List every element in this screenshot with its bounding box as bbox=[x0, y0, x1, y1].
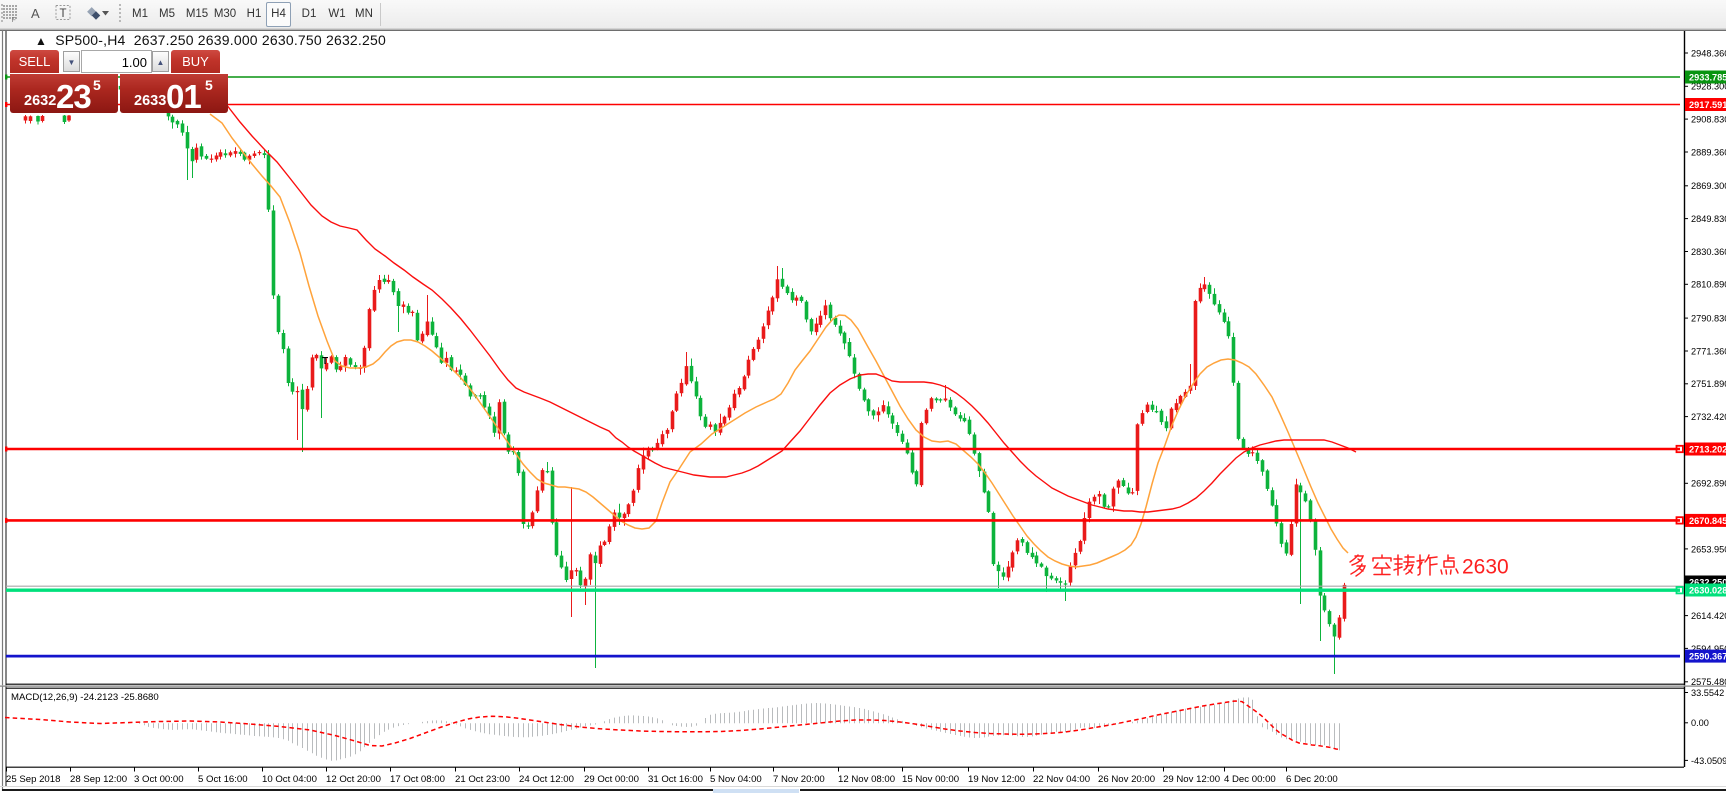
svg-text:12 Nov 08:00: 12 Nov 08:00 bbox=[838, 774, 895, 785]
svg-text:21 Oct 23:00: 21 Oct 23:00 bbox=[455, 774, 510, 785]
svg-text:0.00: 0.00 bbox=[1691, 718, 1709, 728]
svg-text:F: F bbox=[12, 17, 16, 24]
svg-text:2948.360: 2948.360 bbox=[1691, 48, 1726, 58]
svg-text:2575.480: 2575.480 bbox=[1691, 677, 1726, 687]
svg-text:2928.300: 2928.300 bbox=[1691, 82, 1726, 92]
svg-text:12 Oct 20:00: 12 Oct 20:00 bbox=[326, 774, 381, 785]
svg-text:2917.591: 2917.591 bbox=[1689, 100, 1726, 110]
svg-text:2810.890: 2810.890 bbox=[1691, 280, 1726, 290]
svg-text:2630: 2630 bbox=[1462, 556, 1509, 579]
svg-text:15 Nov 00:00: 15 Nov 00:00 bbox=[902, 774, 959, 785]
svg-text:7 Nov 20:00: 7 Nov 20:00 bbox=[773, 774, 825, 785]
svg-text:28 Sep 12:00: 28 Sep 12:00 bbox=[70, 774, 127, 785]
svg-text:2594.950: 2594.950 bbox=[1691, 644, 1726, 654]
svg-text:2869.300: 2869.300 bbox=[1691, 181, 1726, 191]
svg-text:31 Oct 16:00: 31 Oct 16:00 bbox=[648, 774, 703, 785]
svg-text:22 Nov 04:00: 22 Nov 04:00 bbox=[1033, 774, 1090, 785]
svg-text:2653.950: 2653.950 bbox=[1691, 544, 1726, 554]
svg-text:2692.890: 2692.890 bbox=[1691, 479, 1726, 489]
svg-text:25 Sep 2018: 25 Sep 2018 bbox=[6, 774, 60, 785]
svg-text:3 Oct 00:00: 3 Oct 00:00 bbox=[134, 774, 184, 785]
svg-text:2590.367: 2590.367 bbox=[1689, 652, 1726, 662]
svg-text:2751.890: 2751.890 bbox=[1691, 379, 1726, 389]
svg-text:5 Oct 16:00: 5 Oct 16:00 bbox=[198, 774, 248, 785]
svg-text:19 Nov 12:00: 19 Nov 12:00 bbox=[968, 774, 1025, 785]
svg-text:29 Nov 12:00: 29 Nov 12:00 bbox=[1163, 774, 1220, 785]
svg-text:2889.360: 2889.360 bbox=[1691, 147, 1726, 157]
svg-text:2849.830: 2849.830 bbox=[1691, 214, 1726, 224]
svg-text:2670.845: 2670.845 bbox=[1689, 516, 1726, 526]
svg-text:-43.0509: -43.0509 bbox=[1691, 756, 1726, 766]
svg-text:2632.250: 2632.250 bbox=[1689, 578, 1726, 588]
svg-text:T: T bbox=[60, 8, 67, 20]
svg-text:2933.785: 2933.785 bbox=[1689, 73, 1726, 83]
svg-text:2830.360: 2830.360 bbox=[1691, 247, 1726, 257]
svg-text:24 Oct 12:00: 24 Oct 12:00 bbox=[519, 774, 574, 785]
svg-text:29 Oct 00:00: 29 Oct 00:00 bbox=[584, 774, 639, 785]
svg-text:2732.420: 2732.420 bbox=[1691, 412, 1726, 422]
svg-text:4 Dec 00:00: 4 Dec 00:00 bbox=[1224, 774, 1276, 785]
svg-text:2790.830: 2790.830 bbox=[1691, 314, 1726, 324]
svg-text:A: A bbox=[31, 6, 40, 21]
svg-text:17 Oct 08:00: 17 Oct 08:00 bbox=[390, 774, 445, 785]
svg-text:6 Dec 20:00: 6 Dec 20:00 bbox=[1286, 774, 1338, 785]
svg-text:2908.830: 2908.830 bbox=[1691, 115, 1726, 125]
svg-text:2713.202: 2713.202 bbox=[1689, 445, 1726, 455]
svg-text:T: T bbox=[322, 356, 328, 367]
svg-text:10 Oct 04:00: 10 Oct 04:00 bbox=[262, 774, 317, 785]
svg-text:33.5542: 33.5542 bbox=[1691, 688, 1724, 698]
svg-text:MACD(12,26,9) -24.2123 -25.868: MACD(12,26,9) -24.2123 -25.8680 bbox=[11, 692, 159, 703]
svg-text:2771.360: 2771.360 bbox=[1691, 346, 1726, 356]
svg-text:5 Nov 04:00: 5 Nov 04:00 bbox=[710, 774, 762, 785]
svg-text:2614.420: 2614.420 bbox=[1691, 611, 1726, 621]
svg-text:26 Nov 20:00: 26 Nov 20:00 bbox=[1098, 774, 1155, 785]
svg-text:2630.028: 2630.028 bbox=[1689, 586, 1726, 596]
